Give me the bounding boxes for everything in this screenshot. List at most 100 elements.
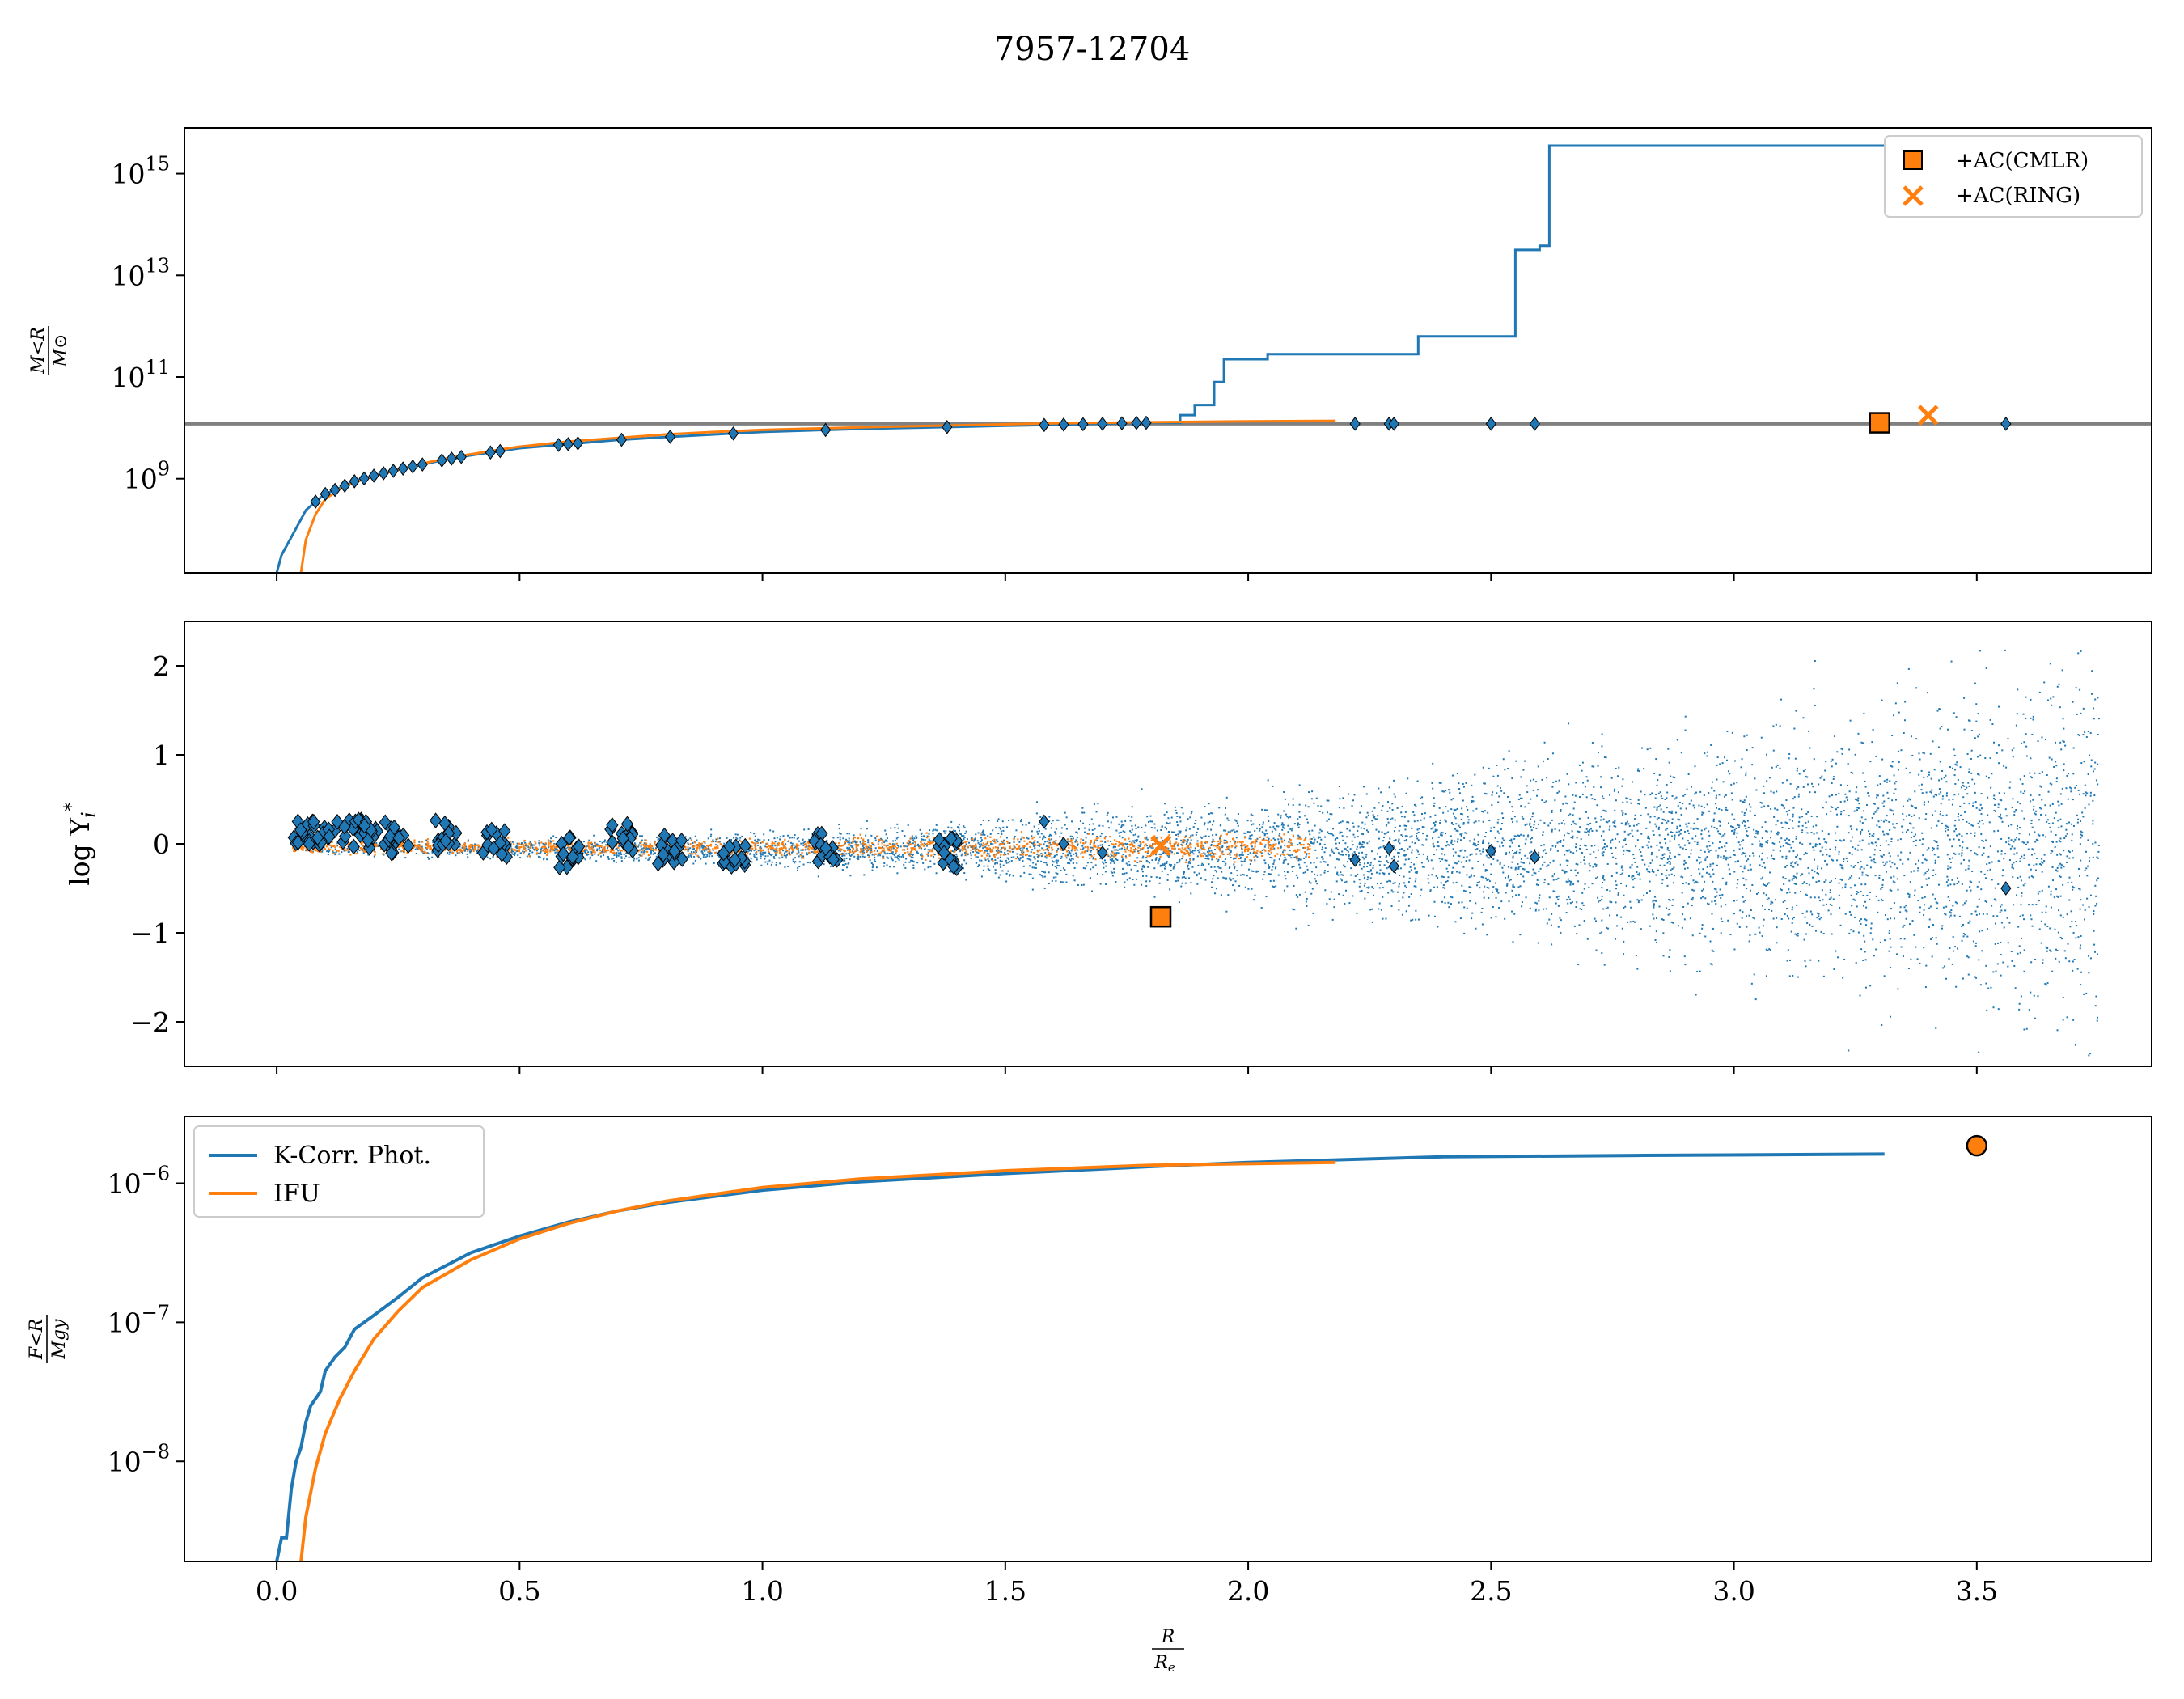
pixel-point-blue bbox=[1955, 828, 1958, 830]
pixel-point-blue bbox=[760, 841, 762, 844]
pixel-point-blue bbox=[1370, 850, 1373, 853]
ring-diamond-marker bbox=[820, 422, 832, 438]
pixel-point-blue bbox=[1482, 839, 1484, 841]
pixel-point-blue bbox=[1839, 801, 1842, 803]
pixel-point-blue bbox=[641, 835, 643, 837]
pixel-point-blue bbox=[2079, 888, 2081, 891]
pixel-point-blue bbox=[1750, 909, 1752, 912]
pixel-point-blue bbox=[1396, 860, 1399, 862]
pixel-point-blue bbox=[2063, 850, 2065, 852]
pixel-point-blue bbox=[524, 841, 527, 844]
pixel-point-blue bbox=[2030, 820, 2033, 822]
pixel-point-blue bbox=[2065, 861, 2068, 863]
pixel-point-blue bbox=[1208, 854, 1211, 856]
pixel-point-blue bbox=[1755, 789, 1758, 791]
pixel-point-blue bbox=[1602, 839, 1605, 841]
pixel-point-blue bbox=[1542, 863, 1544, 866]
pixel-point-blue bbox=[1492, 775, 1495, 777]
pixel-point-blue bbox=[1969, 920, 1971, 922]
pixel-point-blue bbox=[1351, 840, 1353, 842]
pixel-point-blue bbox=[1339, 832, 1341, 834]
pixel-point-blue bbox=[642, 847, 645, 850]
pixel-point-blue bbox=[403, 848, 405, 850]
pixel-point-blue bbox=[2059, 895, 2062, 897]
pixel-point-blue bbox=[2055, 761, 2057, 763]
pixel-point-blue bbox=[1289, 854, 1292, 857]
pixel-point-blue bbox=[2056, 1029, 2059, 1032]
pixel-point-blue bbox=[1353, 851, 1356, 854]
pixel-point-blue bbox=[1411, 835, 1413, 837]
pixel-point-blue bbox=[1262, 821, 1264, 824]
pixel-point-blue bbox=[1602, 876, 1604, 879]
pixel-point-blue bbox=[1273, 828, 1276, 830]
pixel-point-blue bbox=[764, 851, 767, 854]
pixel-point-blue bbox=[1941, 777, 1943, 780]
pixel-point-blue bbox=[1880, 854, 1882, 857]
pixel-point-blue bbox=[1583, 888, 1585, 890]
pixel-point-blue bbox=[1269, 873, 1272, 875]
pixel-point-blue bbox=[1367, 830, 1369, 833]
pixel-point-blue bbox=[779, 836, 781, 838]
pixel-point-blue bbox=[753, 853, 756, 855]
pixel-point-blue bbox=[654, 852, 656, 854]
pixel-point-blue bbox=[1056, 819, 1058, 821]
pixel-point-blue bbox=[892, 853, 895, 855]
pixel-point-blue bbox=[1691, 837, 1694, 840]
pixel-point-blue bbox=[1437, 876, 1439, 879]
pixel-point-blue bbox=[1670, 921, 1673, 923]
pixel-point-blue bbox=[431, 856, 434, 858]
pixel-point-blue bbox=[1848, 790, 1851, 793]
pixel-point-blue bbox=[1295, 893, 1297, 896]
pixel-point-blue bbox=[922, 862, 925, 864]
pixel-point-blue bbox=[1712, 868, 1714, 871]
pixel-point-blue bbox=[2017, 926, 2020, 928]
pixel-point-blue bbox=[644, 850, 646, 853]
pixel-point-blue bbox=[1620, 883, 1623, 885]
pixel-point-blue bbox=[1790, 864, 1792, 866]
pixel-point-blue bbox=[1184, 882, 1187, 884]
pixel-point-blue bbox=[1543, 908, 1545, 910]
ring-diamond-marker bbox=[1349, 416, 1361, 431]
pixel-point-blue bbox=[1694, 765, 1696, 768]
pixel-point-blue bbox=[1994, 798, 1996, 800]
pixel-point-blue bbox=[1552, 879, 1555, 881]
pixel-point-blue bbox=[1407, 777, 1409, 780]
pixel-point-blue bbox=[2062, 883, 2064, 886]
pixel-point-blue bbox=[1517, 886, 1520, 888]
pixel-point-blue bbox=[1800, 858, 1802, 861]
pixel-point-blue bbox=[2008, 840, 2010, 842]
pixel-point-blue bbox=[789, 837, 791, 839]
pixel-point-blue bbox=[948, 830, 950, 833]
pixel-point-blue bbox=[1463, 837, 1466, 839]
pixel-point-blue bbox=[1785, 855, 1788, 858]
pixel-point-blue bbox=[1464, 890, 1467, 892]
pixel-point-blue bbox=[1563, 834, 1565, 837]
pixel-point-blue bbox=[1945, 794, 1948, 797]
pixel-point-blue bbox=[1363, 841, 1365, 844]
pixel-point-blue bbox=[1875, 755, 1877, 757]
pixel-point-blue bbox=[1649, 871, 1651, 873]
pixel-point-blue bbox=[1791, 879, 1793, 881]
pixel-point-blue bbox=[1021, 836, 1023, 838]
pixel-point-blue bbox=[945, 867, 947, 870]
pixel-point-blue bbox=[1046, 840, 1048, 842]
pixel-point-blue bbox=[1344, 842, 1347, 845]
pixel-point-blue bbox=[1854, 798, 1856, 800]
pixel-point-blue bbox=[1455, 823, 1458, 825]
pixel-point-blue bbox=[1656, 855, 1658, 858]
pixel-point-blue bbox=[1055, 876, 1057, 879]
pixel-point-blue bbox=[1610, 841, 1612, 844]
pixel-point-blue bbox=[1520, 861, 1522, 863]
pixel-point-blue bbox=[1625, 822, 1627, 824]
pixel-point-blue bbox=[1970, 729, 1973, 731]
pixel-point-blue bbox=[689, 854, 692, 857]
pixel-point-blue bbox=[874, 847, 877, 850]
pixel-point-blue bbox=[1819, 777, 1822, 779]
pixel-point-blue bbox=[1093, 856, 1095, 858]
pixel-point-blue bbox=[1396, 867, 1399, 870]
pixel-point-blue bbox=[1649, 821, 1651, 824]
pixel-point-blue bbox=[548, 846, 550, 849]
pixel-point-blue bbox=[779, 838, 781, 841]
pixel-point-blue bbox=[1831, 858, 1833, 861]
pixel-point-blue bbox=[1763, 862, 1765, 864]
